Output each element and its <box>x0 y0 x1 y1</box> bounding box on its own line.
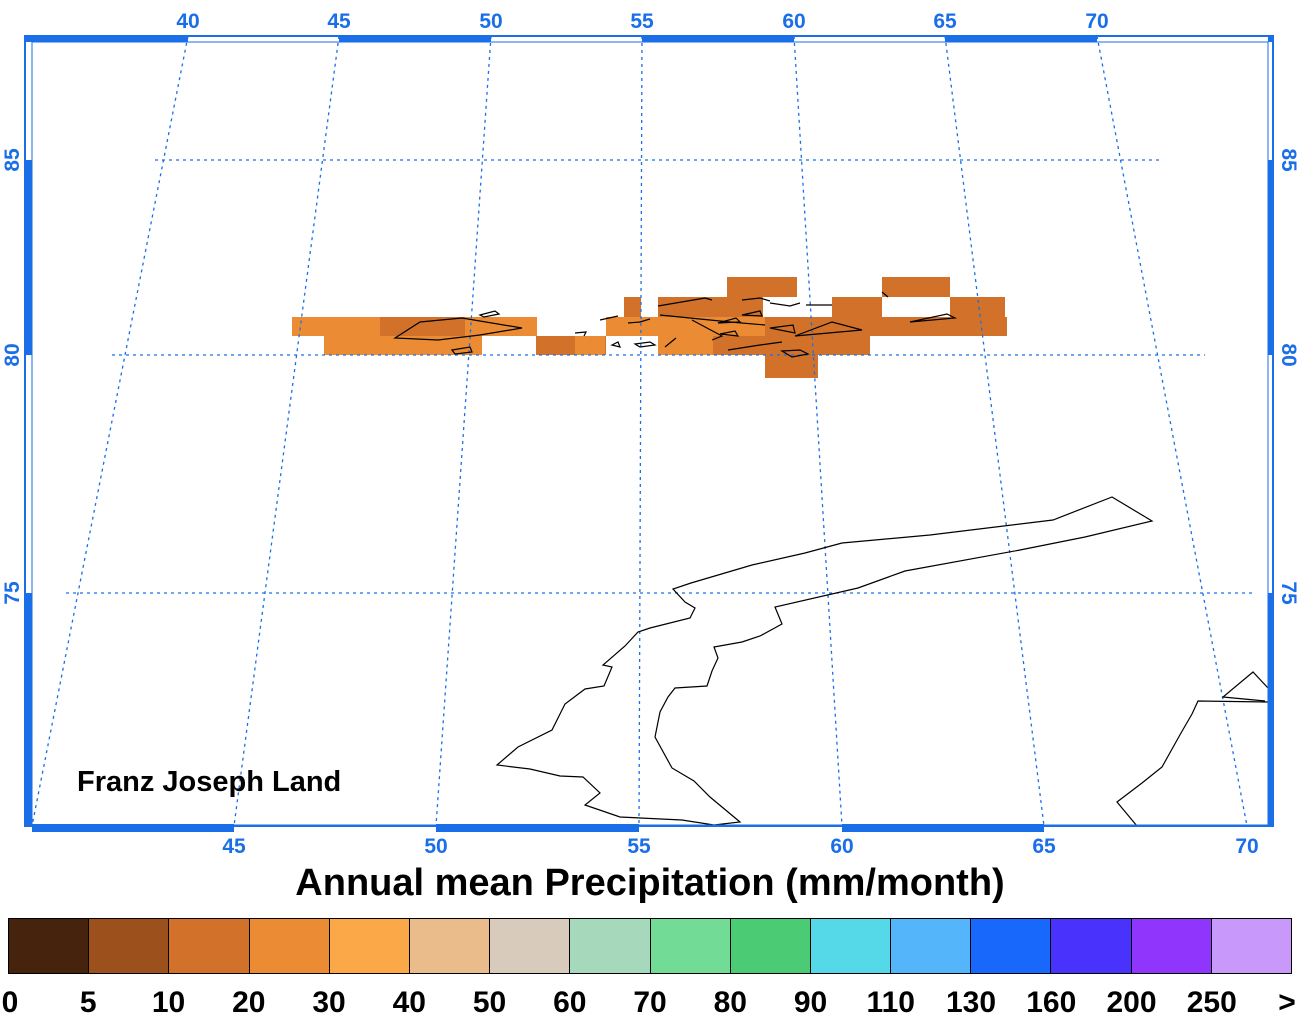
colorbar-swatch <box>650 919 731 973</box>
colorbar-swatch <box>490 919 571 973</box>
precipitation-cells <box>292 277 1007 378</box>
colorbar-label: 160 <box>1026 986 1077 1019</box>
top-lon-tick: 55 <box>630 10 654 33</box>
right-lat-tick: 80 <box>1277 343 1300 366</box>
colorbar-swatch <box>9 919 90 973</box>
colorbar-swatch <box>249 919 330 973</box>
colorbar-swatch <box>1131 919 1212 973</box>
top-lon-ticks: 40 45 50 55 60 65 70 <box>176 10 1108 33</box>
top-lon-tick: 40 <box>176 10 199 33</box>
colorbar-label: 30 <box>312 986 346 1019</box>
bottom-lon-tick: 50 <box>424 835 447 858</box>
left-lat-ticks: 85 80 75 <box>1 148 24 605</box>
right-lat-tick: 85 <box>1277 148 1300 172</box>
colorbar-swatch <box>409 919 491 973</box>
right-lat-tick: 75 <box>1277 581 1300 605</box>
colorbar-label: 110 <box>866 986 915 1019</box>
bottom-lon-tick: 60 <box>830 835 853 858</box>
colorbar-swatch <box>971 919 1052 973</box>
top-lon-tick: 70 <box>1085 10 1108 33</box>
colorbar-swatch <box>169 919 250 973</box>
colorbar-label: 80 <box>713 986 747 1019</box>
colorbar-swatch <box>89 919 170 973</box>
colorbar-label: 70 <box>633 986 667 1019</box>
left-lat-tick: 80 <box>1 343 24 366</box>
colorbar-swatch <box>570 919 651 973</box>
colorbar-swatch <box>891 919 972 973</box>
colorbar-label: 90 <box>793 986 828 1019</box>
bottom-lon-ticks: 45 50 55 60 65 70 <box>222 835 1258 858</box>
top-lon-tick: 65 <box>933 10 957 33</box>
colorbar-swatch <box>1211 919 1291 973</box>
colorbar-label: 20 <box>232 986 266 1019</box>
map-panel: 40 45 50 55 60 65 70 45 50 55 60 65 70 8… <box>1 10 1300 858</box>
top-lon-tick: 60 <box>782 10 805 33</box>
right-lat-ticks: 85 80 75 <box>1277 148 1300 605</box>
coastlines <box>393 291 1269 827</box>
colorbar-label: 250 <box>1186 986 1237 1019</box>
bottom-lon-tick: 70 <box>1235 835 1258 858</box>
top-lon-tick: 50 <box>479 10 502 33</box>
map-frame <box>24 35 1274 832</box>
bottom-lon-tick: 55 <box>627 835 651 858</box>
colorbar-label: 0 <box>1 986 19 1019</box>
colorbar-label: > <box>1278 986 1296 1019</box>
colorbar-label: 10 <box>151 986 186 1019</box>
colorbar-label: 40 <box>392 986 426 1019</box>
legend-title: Annual mean Precipitation (mm/month) <box>295 862 1005 904</box>
colorbar-swatch <box>810 919 892 973</box>
colorbar-swatch <box>329 919 410 973</box>
top-lon-tick: 45 <box>327 10 351 33</box>
region-label: Franz Joseph Land <box>77 766 341 798</box>
bottom-lon-tick: 65 <box>1032 835 1056 858</box>
colorbar-swatch <box>730 919 811 973</box>
colorbar <box>8 918 1292 974</box>
colorbar-label: 130 <box>945 986 997 1019</box>
left-lat-tick: 75 <box>1 581 24 605</box>
colorbar-label: 50 <box>472 986 507 1019</box>
colorbar-swatch <box>1051 919 1132 973</box>
colorbar-label: 5 <box>79 986 97 1019</box>
colorbar-label: 200 <box>1106 986 1157 1019</box>
colorbar-label: 60 <box>553 986 587 1019</box>
bottom-lon-tick: 45 <box>222 835 246 858</box>
graticule <box>31 35 1252 827</box>
left-lat-tick: 85 <box>1 148 24 172</box>
